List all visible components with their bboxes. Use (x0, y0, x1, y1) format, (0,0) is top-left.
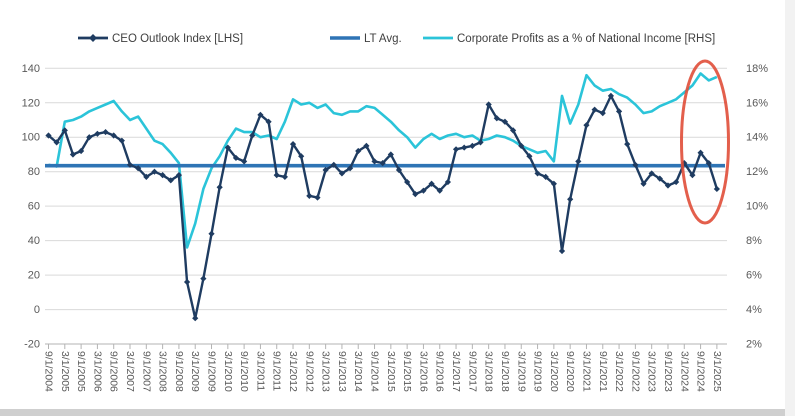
legend-item-label: Corporate Profits as a % of National Inc… (457, 33, 715, 45)
x-axis-tick-label: 9/1/2008 (173, 351, 185, 392)
x-axis-tick-label: 9/1/2020 (564, 351, 576, 392)
x-axis-tick-label: 9/1/2019 (532, 351, 544, 392)
x-axis-tick-label: 3/1/2006 (91, 351, 103, 392)
legend-item: CEO Outlook Index [LHS] (78, 33, 243, 45)
x-axis-tick-label: 3/1/2020 (548, 351, 560, 392)
right-axis-tick-label: 18% (746, 63, 768, 75)
x-axis-tick-label: 3/1/2017 (450, 351, 462, 392)
right-axis-tick-label: 10% (746, 201, 768, 213)
x-axis-tick-label: 9/1/2014 (369, 351, 381, 392)
right-axis-tick-label: 6% (746, 270, 762, 282)
x-axis-tick-label: 3/1/2005 (59, 351, 71, 392)
screenshot-right-edge (785, 0, 795, 416)
right-axis-tick-label: 8% (746, 235, 762, 247)
left-axis-tick-label: -20 (24, 339, 40, 351)
x-axis-tick-label: 3/1/2015 (385, 351, 397, 392)
x-axis-tick-label: 3/1/2010 (222, 351, 234, 392)
right-axis-tick-label: 12% (746, 166, 768, 178)
x-axis-tick-label: 9/1/2015 (401, 351, 413, 392)
x-axis-tick-label: 9/1/2011 (271, 351, 283, 391)
x-axis-tick-label: 3/1/2012 (287, 351, 299, 392)
left-axis-tick-label: 40 (28, 235, 40, 247)
x-axis-tick-label: 9/1/2007 (140, 351, 152, 392)
legend-item-label: CEO Outlook Index [LHS] (112, 33, 243, 45)
legend-item: Corporate Profits as a % of National Inc… (423, 33, 715, 45)
right-axis-tick-label: 4% (746, 304, 762, 316)
x-axis-tick-label: 9/1/2024 (695, 351, 707, 392)
right-axis-tick-label: 2% (746, 339, 762, 351)
x-axis-tick-label: 3/1/2024 (678, 351, 690, 392)
x-axis-tick-label: 3/1/2025 (711, 351, 723, 392)
x-axis-tick-label: 3/1/2022 (613, 351, 625, 392)
left-axis-tick-label: 0 (34, 304, 40, 316)
x-axis-tick-label: 9/1/2017 (466, 351, 478, 392)
left-axis-tick-label: 20 (28, 270, 40, 282)
corporate-profits-line (48, 72, 718, 249)
x-axis-tick-label: 9/1/2022 (629, 351, 641, 392)
x-axis-tick-label: 9/1/2006 (108, 351, 120, 392)
x-axis-tick-label: 3/1/2013 (320, 351, 332, 392)
ceo-outlook-line (47, 94, 719, 320)
left-axis-tick-label: 80 (28, 166, 40, 178)
right-axis-tick-label: 16% (746, 97, 768, 109)
left-axis-tick-label: 120 (22, 97, 40, 109)
legend-item: LT Avg. (330, 33, 402, 45)
x-axis-tick-label: 3/1/2008 (157, 351, 169, 392)
left-axis-tick-label: 60 (28, 201, 40, 213)
x-axis-tick-label: 9/1/2009 (206, 351, 218, 392)
x-axis-tick-label: 9/1/2018 (499, 351, 511, 392)
x-axis-tick-label: 3/1/2023 (646, 351, 658, 392)
highlight-ellipse-annotation (680, 59, 730, 225)
x-axis-tick-label: 9/1/2012 (303, 351, 315, 392)
x-axis-tick-label: 9/1/2021 (597, 351, 609, 392)
x-axis-tick-label: 3/1/2018 (483, 351, 495, 392)
x-axis-tick-label: 3/1/2016 (417, 351, 429, 392)
x-axis-tick-label: 3/1/2011 (254, 351, 266, 391)
legend-diamond-icon (89, 34, 97, 42)
x-axis-tick-label: 9/1/2010 (238, 351, 250, 392)
legend-item-label: LT Avg. (364, 33, 402, 45)
x-axis-tick-label: 9/1/2016 (434, 351, 446, 392)
left-axis-tick-label: 100 (22, 132, 40, 144)
x-axis-tick-label: 9/1/2004 (43, 351, 55, 392)
x-axis-tick-label: 3/1/2009 (189, 351, 201, 392)
x-axis-tick-label: 3/1/2014 (352, 351, 364, 392)
x-axis-tick-label: 3/1/2007 (124, 351, 136, 392)
x-axis-tick-label: 3/1/2019 (515, 351, 527, 392)
x-axis-tick-label: 9/1/2023 (662, 351, 674, 392)
screenshot-bottom-edge (0, 409, 795, 416)
x-axis-tick-label: 9/1/2013 (336, 351, 348, 392)
x-axis-tick-label: 9/1/2005 (75, 351, 87, 392)
x-axis-tick-label: 3/1/2021 (580, 351, 592, 392)
right-axis-tick-label: 14% (746, 132, 768, 144)
left-axis-tick-label: 140 (22, 63, 40, 75)
